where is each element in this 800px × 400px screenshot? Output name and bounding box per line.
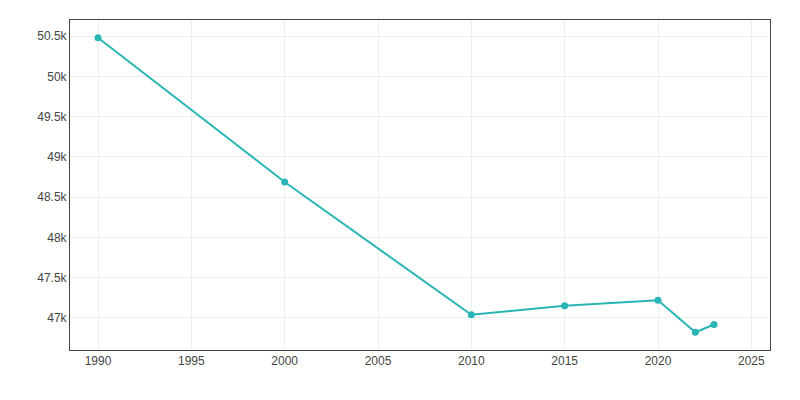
svg-text:2020: 2020 bbox=[645, 354, 672, 368]
svg-text:2015: 2015 bbox=[551, 354, 578, 368]
svg-text:47k: 47k bbox=[47, 311, 67, 325]
svg-text:2005: 2005 bbox=[365, 354, 392, 368]
svg-text:49.5k: 49.5k bbox=[37, 110, 67, 124]
svg-text:1990: 1990 bbox=[85, 354, 112, 368]
svg-text:49k: 49k bbox=[47, 150, 67, 164]
svg-text:50.5k: 50.5k bbox=[37, 29, 67, 43]
svg-text:47.5k: 47.5k bbox=[37, 271, 67, 285]
svg-text:48.5k: 48.5k bbox=[37, 190, 67, 204]
svg-text:2025: 2025 bbox=[738, 354, 765, 368]
svg-text:1995: 1995 bbox=[178, 354, 205, 368]
svg-text:2000: 2000 bbox=[271, 354, 298, 368]
svg-text:2010: 2010 bbox=[458, 354, 485, 368]
svg-text:50k: 50k bbox=[47, 70, 67, 84]
svg-text:48k: 48k bbox=[47, 231, 67, 245]
